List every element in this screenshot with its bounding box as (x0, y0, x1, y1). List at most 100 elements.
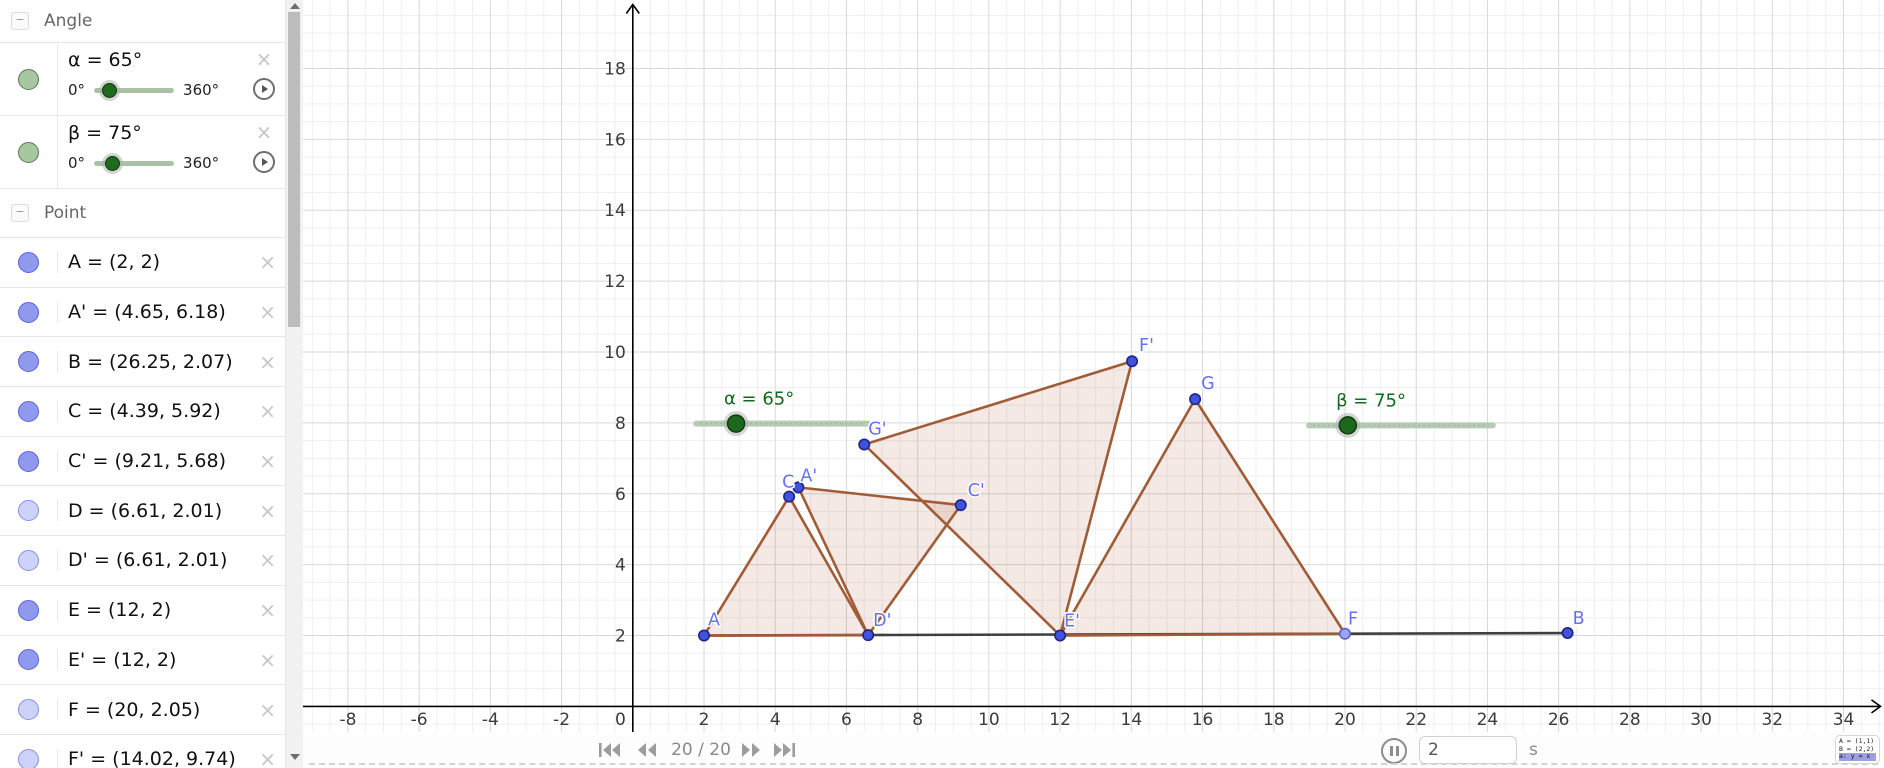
visibility-toggle[interactable] (18, 141, 39, 163)
play-animation-button[interactable] (253, 78, 275, 100)
visibility-toggle[interactable] (18, 599, 39, 621)
delete-button[interactable]: × (259, 300, 276, 325)
skip-to-start-button[interactable] (599, 743, 621, 757)
visibility-toggle[interactable] (18, 500, 39, 522)
point-section-header: − Point (0, 189, 285, 238)
y-tick-label: 14 (604, 201, 626, 221)
graph-svg: -8 -6 -4 -2 0 2 4 6 8 10 12 14 16 18 20 22 24 26 28 30 32 342… (294, 0, 1884, 768)
polygon-triangle-EpGF[interactable] (1058, 397, 1347, 637)
delete-button[interactable]: × (259, 399, 276, 424)
point-definition-label: A' = (4.65, 6.18) (68, 301, 226, 324)
point-definition-label: E' = (12, 2) (68, 648, 177, 671)
delete-button[interactable]: × (259, 747, 276, 768)
slider-value-label: β = 75° (68, 122, 142, 144)
play-animation-button[interactable] (253, 151, 275, 173)
point-D'[interactable] (862, 629, 875, 642)
algebra-panel: − Angle α = 65° 0° 360° × β = 75° 0° 360° × − P… (0, 0, 285, 768)
x-tick-label: -8 (339, 710, 356, 730)
x-tick-label: -6 (411, 710, 428, 730)
delete-button[interactable]: × (259, 598, 276, 623)
visibility-toggle[interactable] (18, 251, 39, 273)
visibility-toggle[interactable] (18, 301, 39, 323)
scroll-down-icon[interactable] (290, 754, 300, 760)
x-tick-label: 0 (615, 710, 626, 730)
x-tick-label: 22 (1405, 710, 1427, 730)
collapse-angle-button[interactable]: − (11, 12, 29, 30)
delete-button[interactable]: × (259, 647, 276, 672)
point-G[interactable] (1189, 393, 1202, 406)
point-G'[interactable] (858, 438, 871, 451)
graph-slider-knob-beta[interactable] (1338, 416, 1358, 435)
slider-max-label: 360° (183, 154, 220, 172)
visibility-toggle[interactable] (18, 68, 39, 90)
pause-icon (1389, 746, 1393, 756)
point-A[interactable] (698, 629, 711, 642)
visibility-toggle[interactable] (18, 699, 39, 721)
x-axis-arrow-icon (1871, 699, 1882, 714)
delete-button[interactable]: × (259, 548, 276, 573)
animation-bar: 20 / 20 s A = (1,1) B = (2,2) a: y = x (303, 732, 1884, 768)
polygon-triangle-GpFpEp[interactable] (862, 359, 1134, 637)
x-tick-label: 8 (912, 710, 923, 730)
graph-slider-knob-alpha[interactable] (726, 414, 746, 433)
angle-section-title: Angle (44, 11, 93, 31)
point-label-G: G (1201, 374, 1215, 394)
point-definition-label: A = (2, 2) (68, 251, 161, 274)
slider-row-beta: β = 75° 0° 360° × (0, 116, 285, 189)
mini-slider-knob[interactable] (102, 83, 118, 98)
step-forward-button[interactable] (741, 743, 761, 757)
point-A'[interactable] (792, 481, 805, 494)
point-F[interactable] (1339, 627, 1352, 640)
animation-speed-input[interactable] (1419, 736, 1517, 764)
mini-slider-track[interactable] (94, 83, 175, 98)
point-F'[interactable] (1126, 355, 1139, 368)
x-tick-label: 24 (1477, 710, 1499, 730)
visibility-toggle[interactable] (18, 549, 39, 571)
point-row: B = (26.25, 2.07) × (0, 337, 285, 388)
slider-row-alpha: α = 65° 0° 360° × (0, 43, 285, 116)
point-definition-label: D = (6.61, 2.01) (68, 499, 223, 522)
y-tick-label: 2 (615, 627, 626, 647)
visibility-toggle[interactable] (18, 649, 39, 671)
speed-unit-label: s (1529, 740, 1538, 760)
point-C[interactable] (783, 490, 796, 503)
point-E'[interactable] (1054, 629, 1067, 642)
delete-button[interactable]: × (259, 498, 276, 523)
point-definition-label: C = (4.39, 5.92) (68, 400, 221, 423)
point-row: E' = (12, 2) × (0, 636, 285, 686)
point-section-title: Point (44, 203, 87, 223)
step-back-button[interactable] (637, 743, 657, 757)
mini-slider-knob[interactable] (104, 156, 120, 171)
point-label-B: B (1573, 609, 1585, 629)
delete-button[interactable]: × (255, 120, 273, 144)
visibility-toggle[interactable] (18, 450, 39, 472)
visibility-toggle[interactable] (18, 400, 39, 422)
scrollbar-thumb[interactable] (288, 12, 300, 327)
skip-to-end-button[interactable] (773, 743, 795, 757)
polygon-triangle-ApCpDp[interactable] (797, 486, 963, 637)
point-B[interactable] (1561, 627, 1574, 640)
delete-button[interactable]: × (259, 449, 276, 474)
x-tick-label: 28 (1619, 710, 1641, 730)
delete-button[interactable]: × (259, 250, 276, 275)
polygon-triangle-ACD[interactable] (702, 495, 870, 637)
point-label-A': A' (800, 466, 817, 486)
mini-slider-track[interactable] (94, 156, 175, 171)
point-definition-label: E = (12, 2) (68, 599, 172, 622)
slider-min-label: 0° (68, 154, 86, 172)
point-C'[interactable] (954, 499, 967, 512)
sidebar-scrollbar[interactable] (285, 0, 303, 768)
delete-button[interactable]: × (255, 47, 273, 71)
visibility-toggle[interactable] (18, 351, 39, 373)
visibility-toggle[interactable] (18, 748, 39, 768)
x-tick-label: 32 (1761, 710, 1783, 730)
point-row: E = (12, 2) × (0, 586, 285, 636)
algebra-view-toggle-button[interactable]: A = (1,1) B = (2,2) a: y = x (1835, 735, 1880, 764)
y-tick-label: 18 (604, 59, 626, 79)
delete-button[interactable]: × (259, 697, 276, 722)
slider-min-label: 0° (68, 81, 86, 99)
scroll-up-icon[interactable] (290, 3, 300, 9)
pause-button[interactable] (1381, 738, 1407, 764)
delete-button[interactable]: × (259, 349, 276, 374)
collapse-point-button[interactable]: − (11, 204, 29, 222)
